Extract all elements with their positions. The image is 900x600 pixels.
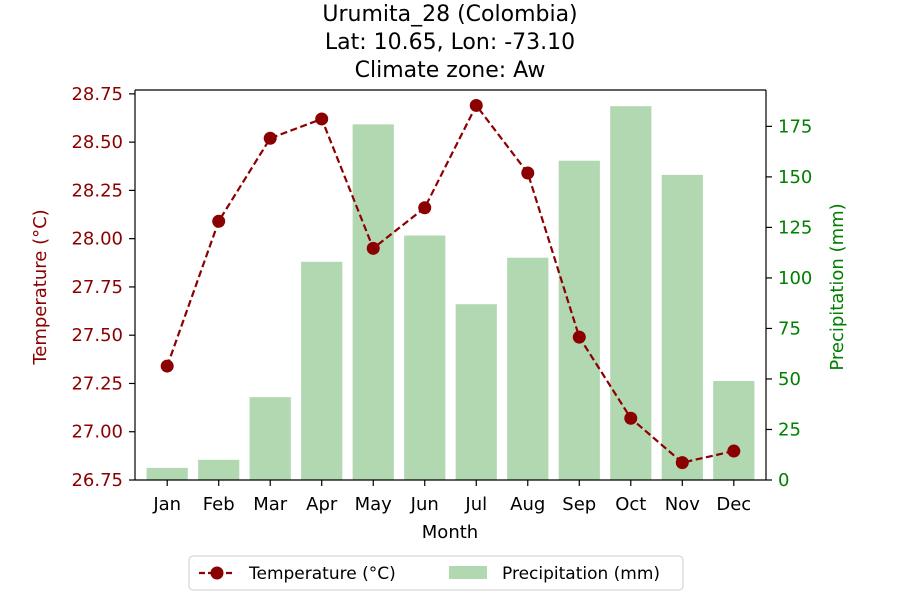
precipitation-bar [404, 235, 446, 480]
x-tick-label: Nov [665, 494, 700, 515]
temperature-point [418, 201, 432, 215]
x-tick-label: Sep [562, 494, 596, 515]
temperature-point [315, 112, 329, 126]
right-tick-label: 100 [778, 268, 812, 289]
temperature-point [366, 241, 380, 255]
x-tick-label: Jul [464, 494, 487, 515]
temperature-point [675, 456, 689, 470]
precipitation-bar [301, 261, 343, 480]
left-tick-label: 28.75 [71, 84, 123, 105]
chart-legend: Temperature (°C) Precipitation (mm) [188, 555, 684, 591]
left-y-axis-label: Temperature (°C) [30, 209, 51, 365]
left-tick-label: 27.25 [71, 373, 123, 394]
temperature-point [727, 444, 741, 458]
chart-title: Urumita_28 (Colombia) Lat: 10.65, Lon: -… [322, 2, 577, 83]
precipitation-bar [198, 459, 240, 480]
right-tick-label: 0 [778, 470, 789, 491]
left-y-axis: 26.75 27.00 27.25 27.50 27.75 28.00 28.25 28.50… [71, 84, 135, 491]
left-tick-label: 28.00 [71, 229, 123, 250]
axes [134, 89, 767, 481]
left-tick-label: 27.75 [71, 277, 123, 298]
temperature-point [572, 330, 586, 344]
precipitation-bar [352, 124, 394, 480]
temperature-series-line [166, 103, 735, 464]
right-tick-label: 125 [778, 217, 812, 238]
x-axis-label: Month [422, 522, 478, 543]
right-y-axis: 0 25 50 75 100 125 150 175 [766, 116, 812, 491]
right-tick-label: 175 [778, 116, 812, 137]
legend-temperature-label: Temperature (°C) [248, 564, 396, 584]
chart-title-line: Urumita_28 (Colombia) [322, 2, 577, 27]
left-tick-label: 27.00 [71, 422, 123, 443]
temperature-point [160, 359, 174, 373]
precipitation-bar [661, 174, 703, 480]
temperature-point [521, 166, 535, 180]
x-axis: Jan Feb Mar Apr May Jun Jul Aug Sep Oct Nov Dec [152, 480, 751, 515]
precipitation-bar [146, 467, 188, 480]
right-y-axis-label: Precipitation (mm) [827, 203, 848, 370]
x-tick-label: Feb [203, 494, 235, 515]
precipitation-bar [558, 160, 600, 481]
precipitation-bar [249, 397, 291, 480]
x-tick-label: Apr [306, 494, 338, 515]
temperature-point [263, 131, 277, 145]
right-tick-label: 50 [778, 369, 801, 390]
legend-precipitation-label: Precipitation (mm) [502, 564, 660, 584]
x-tick-label: Oct [615, 494, 646, 515]
x-tick-label: May [355, 494, 393, 515]
right-tick-label: 25 [778, 419, 801, 440]
temperature-line [160, 98, 741, 470]
legend-precipitation-swatch [449, 566, 487, 579]
x-tick-label: Mar [253, 494, 288, 515]
precipitation-bar [455, 304, 497, 480]
right-tick-label: 75 [778, 318, 801, 339]
precipitation-bar [713, 380, 755, 480]
chart-subtitle-climate-zone: Climate zone: Aw [355, 58, 546, 83]
temperature-point [469, 98, 483, 112]
right-tick-label: 150 [778, 167, 812, 188]
precipitation-bar [507, 257, 549, 480]
legend-frame [188, 555, 684, 591]
precipitation-bars [146, 106, 755, 481]
x-tick-label: Aug [510, 494, 545, 515]
x-tick-label: Dec [716, 494, 751, 515]
chart-subtitle-coordinates: Lat: 10.65, Lon: -73.10 [325, 30, 575, 55]
left-tick-label: 28.50 [71, 132, 123, 153]
x-tick-label: Jun [410, 494, 439, 515]
left-tick-label: 26.75 [71, 470, 123, 491]
temperature-point [624, 411, 638, 425]
x-tick-label: Jan [152, 494, 181, 515]
left-tick-label: 27.50 [71, 325, 123, 346]
temperature-point [212, 214, 226, 228]
legend-temperature-marker [210, 566, 224, 580]
left-tick-label: 28.25 [71, 180, 123, 201]
